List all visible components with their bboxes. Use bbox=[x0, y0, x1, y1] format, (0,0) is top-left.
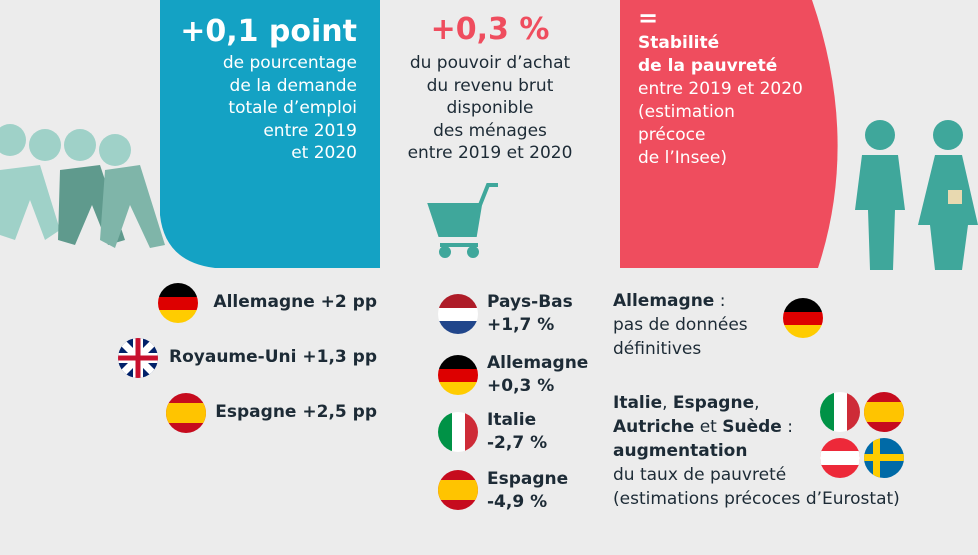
headline: = bbox=[638, 4, 658, 32]
country-label: Espagne +2,5 pp bbox=[215, 401, 377, 423]
text-line: de pourcentage bbox=[223, 52, 357, 74]
note-line: Italie, Espagne, bbox=[613, 392, 760, 414]
text-segment: définitives bbox=[613, 339, 701, 359]
country-name: Allemagne bbox=[487, 352, 588, 374]
text-segment: Espagne bbox=[673, 393, 754, 413]
text-line: Stabilité bbox=[638, 32, 719, 54]
text-segment: Allemagne bbox=[613, 291, 714, 311]
country-value: +1,7 % bbox=[487, 314, 554, 336]
text-line: de la demande bbox=[230, 75, 357, 97]
text-segment: : bbox=[782, 417, 793, 437]
text-segment: du taux de pauvreté bbox=[613, 465, 786, 485]
note-line: définitives bbox=[613, 338, 701, 360]
text-segment: , bbox=[754, 393, 759, 413]
text-segment: et bbox=[694, 417, 722, 437]
text-segment: Suède bbox=[722, 417, 782, 437]
text-line: (estimation bbox=[638, 101, 735, 123]
headline: +0,3 % bbox=[340, 12, 640, 48]
note-line: (estimations précoces d’Eurostat) bbox=[613, 488, 900, 510]
note-line: augmentation bbox=[613, 440, 747, 462]
country-value: -4,9 % bbox=[487, 491, 547, 513]
text-segment: (estimations précoces d’Eurostat) bbox=[613, 489, 900, 509]
country-value: +0,3 % bbox=[487, 375, 554, 397]
note-line: pas de données bbox=[613, 314, 748, 336]
text-line: disponible bbox=[340, 97, 640, 119]
note-line: Allemagne : bbox=[613, 290, 725, 312]
country-name: Espagne bbox=[487, 468, 568, 490]
text-line: totale d’emploi bbox=[228, 97, 357, 119]
couple bbox=[855, 120, 978, 270]
country-name: Pays-Bas bbox=[487, 291, 573, 313]
cart-icon bbox=[430, 185, 498, 256]
text-line: précoce bbox=[638, 124, 705, 146]
text-line: entre 2019 et 2020 bbox=[340, 142, 640, 164]
text-segment: Autriche bbox=[613, 417, 694, 437]
text-segment: Italie bbox=[613, 393, 662, 413]
note-line: Autriche et Suède : bbox=[613, 416, 793, 438]
text-line: des ménages bbox=[340, 120, 640, 142]
text-segment: pas de données bbox=[613, 315, 748, 335]
text-line: de la pauvreté bbox=[638, 55, 777, 77]
text-line: du pouvoir d’achat bbox=[340, 52, 640, 74]
walkers bbox=[0, 124, 165, 248]
headline: +0,1 point bbox=[180, 14, 357, 50]
text-segment: : bbox=[714, 291, 725, 311]
text-line: du revenu brut bbox=[340, 75, 640, 97]
text-segment: , bbox=[662, 393, 673, 413]
text-line: entre 2019 et 2020 bbox=[638, 78, 803, 100]
note-line: du taux de pauvreté bbox=[613, 464, 786, 486]
country-label: Allemagne +2 pp bbox=[213, 291, 377, 313]
text-line: de l’Insee) bbox=[638, 147, 727, 169]
country-value: -2,7 % bbox=[487, 432, 547, 454]
text-segment: augmentation bbox=[613, 441, 747, 461]
country-label: Royaume-Uni +1,3 pp bbox=[169, 346, 377, 368]
infographic: +0,1 pointde pourcentagede la demandetot… bbox=[0, 0, 978, 555]
country-name: Italie bbox=[487, 409, 536, 431]
